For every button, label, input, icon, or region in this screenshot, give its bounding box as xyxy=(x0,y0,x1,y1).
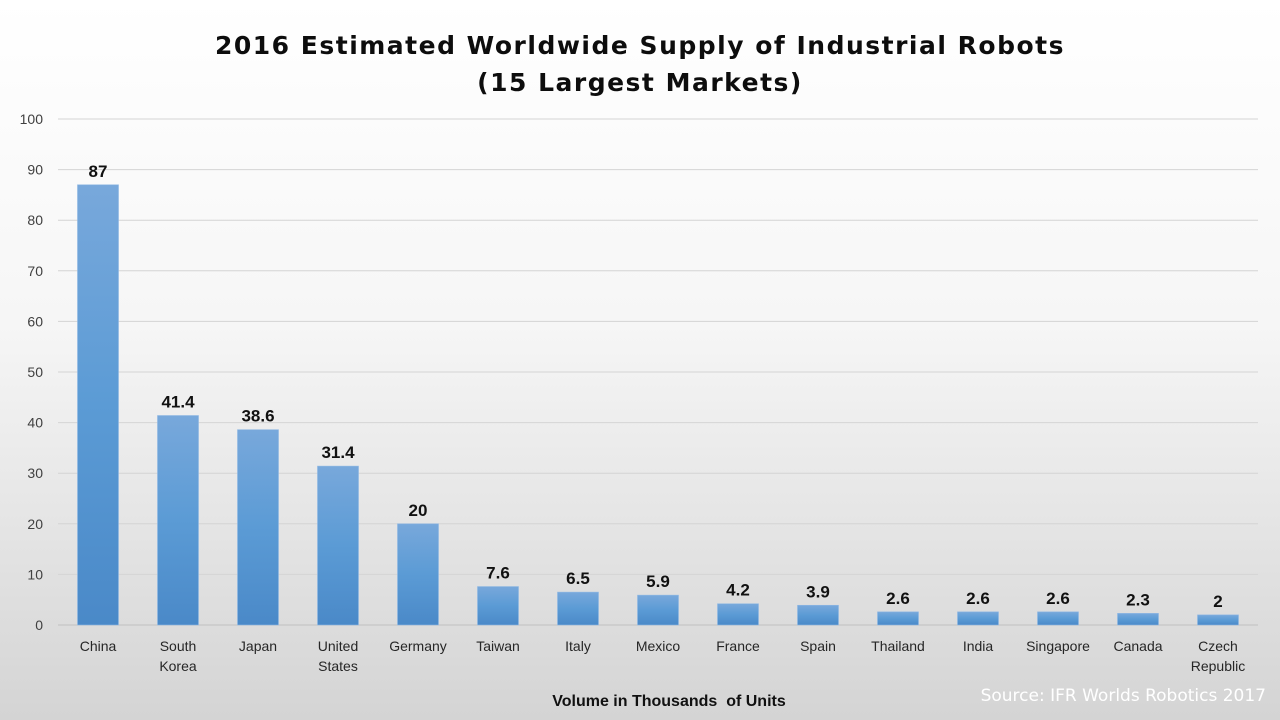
bar-taiwan xyxy=(477,586,519,626)
x-tick-label: Mexico xyxy=(636,638,681,654)
x-tick-label: South xyxy=(160,638,197,654)
x-tick-label: Republic xyxy=(1191,658,1245,674)
bars xyxy=(77,184,1239,626)
x-tick-label: Thailand xyxy=(871,638,925,654)
x-axis-category-labels: China South Korea Japan United States Germany T… xyxy=(80,638,1246,674)
x-tick-label: States xyxy=(318,658,358,674)
bar-mexico xyxy=(637,594,679,626)
x-tick-label: China xyxy=(80,638,117,654)
y-axis-tick-labels: 0 10 20 30 40 50 60 70 80 90 100 xyxy=(20,111,44,633)
y-tick-label: 50 xyxy=(27,364,43,380)
data-label: 31.4 xyxy=(321,443,355,462)
y-tick-label: 30 xyxy=(27,465,43,481)
source-note: Source: IFR Worlds Robotics 2017 xyxy=(980,686,1266,706)
y-tick-label: 40 xyxy=(27,415,43,431)
bar-china xyxy=(77,184,119,626)
bar-singapore xyxy=(1037,611,1079,626)
bar-thailand xyxy=(877,611,919,626)
x-tick-label: Spain xyxy=(800,638,836,654)
data-label: 7.6 xyxy=(486,564,510,583)
data-label: 38.6 xyxy=(241,407,274,426)
data-label: 20 xyxy=(409,501,428,520)
x-tick-label: United xyxy=(318,638,358,654)
chart-title-line-1: 2016 Estimated Worldwide Supply of Indus… xyxy=(215,31,1065,60)
bar-czech-republic xyxy=(1197,614,1239,626)
data-labels: 87 41.4 38.6 31.4 20 7.6 6.5 5.9 4.2 3.9 2.6 2.6 2.6… xyxy=(89,162,1223,611)
bar-germany xyxy=(397,523,439,626)
bar-france xyxy=(717,603,759,626)
y-tick-label: 80 xyxy=(27,212,43,228)
bar-south-korea xyxy=(157,415,199,626)
data-label: 2 xyxy=(1213,592,1222,611)
x-axis-title: Volume in Thousands of Units xyxy=(552,693,786,710)
x-tick-label: Japan xyxy=(239,638,277,654)
x-tick-label: Germany xyxy=(389,638,447,654)
gridlines xyxy=(58,118,1258,626)
y-tick-label: 10 xyxy=(27,566,43,582)
x-tick-label: Italy xyxy=(565,638,591,654)
y-tick-label: 60 xyxy=(27,313,43,329)
bar-canada xyxy=(1117,613,1159,626)
bar-japan xyxy=(237,429,279,626)
data-label: 5.9 xyxy=(646,572,670,591)
x-tick-label: Taiwan xyxy=(476,638,520,654)
x-tick-label: Korea xyxy=(159,658,197,674)
x-tick-label: India xyxy=(963,638,994,654)
y-tick-label: 100 xyxy=(20,111,44,127)
data-label: 2.6 xyxy=(966,589,990,608)
data-label: 87 xyxy=(89,162,108,181)
x-tick-label: Singapore xyxy=(1026,638,1090,654)
data-label: 2.6 xyxy=(1046,589,1070,608)
bar-italy xyxy=(557,591,599,626)
x-tick-label: Czech xyxy=(1198,638,1238,654)
data-label: 2.6 xyxy=(886,589,910,608)
y-tick-label: 70 xyxy=(27,263,43,279)
data-label: 41.4 xyxy=(161,393,195,412)
data-label: 6.5 xyxy=(566,569,590,588)
data-label: 2.3 xyxy=(1126,590,1150,609)
bar-united-states xyxy=(317,465,359,626)
x-tick-label: France xyxy=(716,638,760,654)
x-tick-label: Canada xyxy=(1113,638,1162,654)
y-tick-label: 20 xyxy=(27,516,43,532)
bar-india xyxy=(957,611,999,626)
y-tick-label: 90 xyxy=(27,162,43,178)
bar-spain xyxy=(797,604,839,626)
chart-title-line-2: (15 Largest Markets) xyxy=(477,68,803,97)
data-label: 4.2 xyxy=(726,581,750,600)
data-label: 3.9 xyxy=(806,582,830,601)
y-tick-label: 0 xyxy=(35,617,43,633)
